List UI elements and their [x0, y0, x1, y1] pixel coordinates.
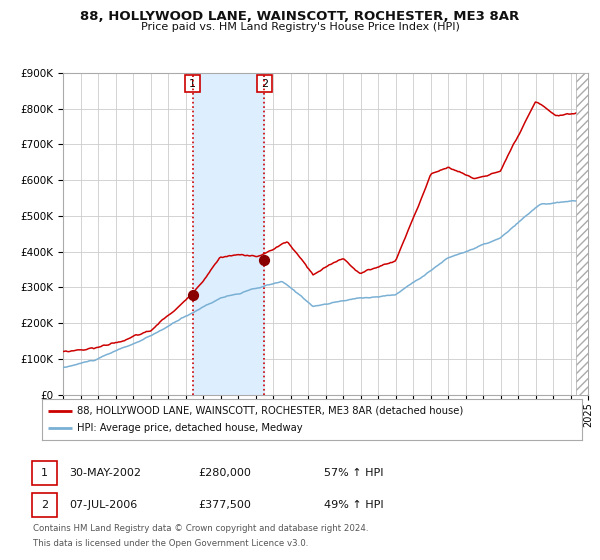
Text: 1: 1 — [41, 468, 48, 478]
Bar — [576, 73, 588, 395]
Text: 49% ↑ HPI: 49% ↑ HPI — [324, 500, 383, 510]
Text: 2: 2 — [41, 500, 48, 510]
Text: 88, HOLLYWOOD LANE, WAINSCOTT, ROCHESTER, ME3 8AR (detached house): 88, HOLLYWOOD LANE, WAINSCOTT, ROCHESTER… — [77, 405, 463, 416]
Text: 07-JUL-2006: 07-JUL-2006 — [69, 500, 137, 510]
Text: Price paid vs. HM Land Registry's House Price Index (HPI): Price paid vs. HM Land Registry's House … — [140, 22, 460, 32]
Text: Contains HM Land Registry data © Crown copyright and database right 2024.: Contains HM Land Registry data © Crown c… — [33, 524, 368, 533]
Text: 30-MAY-2002: 30-MAY-2002 — [69, 468, 141, 478]
Text: HPI: Average price, detached house, Medway: HPI: Average price, detached house, Medw… — [77, 423, 303, 433]
Text: 57% ↑ HPI: 57% ↑ HPI — [324, 468, 383, 478]
Point — [260, 255, 269, 264]
Text: This data is licensed under the Open Government Licence v3.0.: This data is licensed under the Open Gov… — [33, 539, 308, 548]
Text: 1: 1 — [189, 78, 196, 88]
Point — [188, 290, 197, 299]
Bar — [193, 73, 265, 395]
Text: £280,000: £280,000 — [198, 468, 251, 478]
Text: 2: 2 — [261, 78, 268, 88]
Text: 88, HOLLYWOOD LANE, WAINSCOTT, ROCHESTER, ME3 8AR: 88, HOLLYWOOD LANE, WAINSCOTT, ROCHESTER… — [80, 10, 520, 22]
Text: £377,500: £377,500 — [198, 500, 251, 510]
